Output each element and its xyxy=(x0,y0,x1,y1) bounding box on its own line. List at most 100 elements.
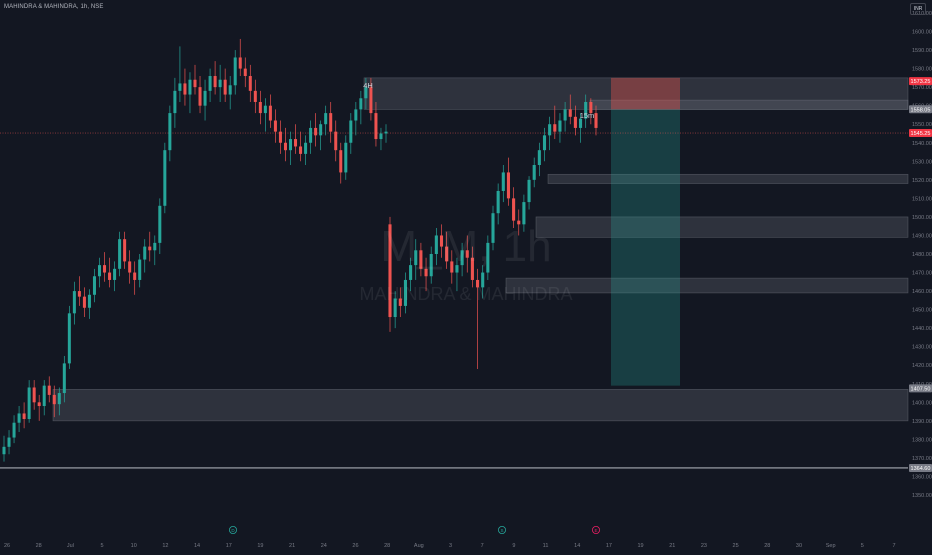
candle-body[interactable] xyxy=(501,172,505,191)
candle[interactable] xyxy=(334,120,338,162)
candle[interactable] xyxy=(173,77,177,128)
candle[interactable] xyxy=(213,61,217,95)
candle[interactable] xyxy=(429,246,433,284)
candle[interactable] xyxy=(108,257,112,288)
candle[interactable] xyxy=(594,105,598,136)
candle[interactable] xyxy=(349,113,353,154)
candle-body[interactable] xyxy=(359,98,363,110)
candle-body[interactable] xyxy=(263,105,267,114)
candle-body[interactable] xyxy=(542,135,547,151)
candle[interactable] xyxy=(384,124,388,143)
candle[interactable] xyxy=(92,268,96,303)
candle[interactable] xyxy=(455,257,459,292)
candle[interactable] xyxy=(97,257,102,288)
candle[interactable] xyxy=(414,239,418,280)
candle[interactable] xyxy=(113,261,117,292)
candle-body[interactable] xyxy=(123,239,127,262)
candle[interactable] xyxy=(450,250,454,284)
event-marker-circle[interactable] xyxy=(592,526,601,535)
candle-body[interactable] xyxy=(455,265,459,273)
candle-body[interactable] xyxy=(198,87,202,106)
price-label[interactable]: 1407.50 xyxy=(909,384,932,393)
candle[interactable] xyxy=(178,46,182,102)
zone-rectangle[interactable] xyxy=(52,389,909,422)
candle-body[interactable] xyxy=(57,393,61,405)
candle[interactable] xyxy=(465,235,469,273)
candle-body[interactable] xyxy=(178,83,182,91)
candle-body[interactable] xyxy=(268,105,272,121)
candle[interactable] xyxy=(7,430,11,455)
candle[interactable] xyxy=(439,224,444,258)
candle[interactable] xyxy=(314,113,318,147)
candle-body[interactable] xyxy=(465,250,469,258)
candle-body[interactable] xyxy=(67,313,71,364)
candle-body[interactable] xyxy=(594,113,598,128)
candle[interactable] xyxy=(339,142,343,184)
candle[interactable] xyxy=(42,380,46,416)
candle[interactable] xyxy=(506,157,510,206)
candle-body[interactable] xyxy=(288,139,293,151)
candle[interactable] xyxy=(288,131,293,166)
candle-body[interactable] xyxy=(87,294,91,308)
candle-body[interactable] xyxy=(7,437,11,447)
candle-body[interactable] xyxy=(414,250,418,266)
candle[interactable] xyxy=(158,198,162,254)
candle-body[interactable] xyxy=(2,446,6,455)
candle-body[interactable] xyxy=(47,385,51,395)
candle-body[interactable] xyxy=(589,101,593,114)
candle[interactable] xyxy=(67,305,71,369)
candle[interactable] xyxy=(481,265,485,299)
candle-body[interactable] xyxy=(82,296,86,308)
candle-body[interactable] xyxy=(319,124,323,136)
candle-body[interactable] xyxy=(294,139,298,147)
candle-body[interactable] xyxy=(223,79,227,95)
candle-body[interactable] xyxy=(228,85,232,95)
candle[interactable] xyxy=(548,116,552,151)
candle-body[interactable] xyxy=(188,79,192,95)
candle-body[interactable] xyxy=(173,90,177,114)
event-marker[interactable]: E xyxy=(592,526,601,535)
timeframe-annotation[interactable]: 15m xyxy=(580,111,595,120)
candle-body[interactable] xyxy=(208,76,212,91)
candle[interactable] xyxy=(589,98,593,125)
candle-body[interactable] xyxy=(584,101,588,119)
candle-body[interactable] xyxy=(113,268,117,280)
candle[interactable] xyxy=(12,415,16,444)
candle-body[interactable] xyxy=(243,68,247,77)
candle[interactable] xyxy=(563,101,567,132)
candle-body[interactable] xyxy=(349,120,353,143)
candle-body[interactable] xyxy=(309,127,313,143)
candle-body[interactable] xyxy=(486,242,490,273)
candle-body[interactable] xyxy=(450,261,454,273)
candle-body[interactable] xyxy=(258,101,262,114)
event-marker[interactable]: S xyxy=(497,526,506,535)
candle[interactable] xyxy=(253,79,257,114)
candle-body[interactable] xyxy=(388,224,392,318)
candle[interactable] xyxy=(268,94,272,128)
candle-body[interactable] xyxy=(72,291,76,314)
candle[interactable] xyxy=(118,231,122,277)
candle[interactable] xyxy=(283,127,287,162)
candle[interactable] xyxy=(476,268,480,369)
candle-body[interactable] xyxy=(118,239,122,269)
candle[interactable] xyxy=(228,76,232,110)
candle[interactable] xyxy=(542,127,547,162)
candle[interactable] xyxy=(87,289,91,319)
candle-body[interactable] xyxy=(445,246,449,262)
candle-body[interactable] xyxy=(393,298,397,318)
candle[interactable] xyxy=(501,165,505,203)
candle[interactable] xyxy=(573,105,577,136)
candle-body[interactable] xyxy=(213,76,217,88)
candle-body[interactable] xyxy=(92,276,96,295)
candle-body[interactable] xyxy=(339,150,343,173)
candle-body[interactable] xyxy=(491,213,495,243)
candle[interactable] xyxy=(553,105,557,140)
zone-rectangle[interactable] xyxy=(505,277,909,294)
candle-body[interactable] xyxy=(429,254,433,277)
candle[interactable] xyxy=(2,435,6,462)
candle-body[interactable] xyxy=(548,124,552,136)
candle-body[interactable] xyxy=(108,272,112,280)
candle[interactable] xyxy=(568,94,572,125)
